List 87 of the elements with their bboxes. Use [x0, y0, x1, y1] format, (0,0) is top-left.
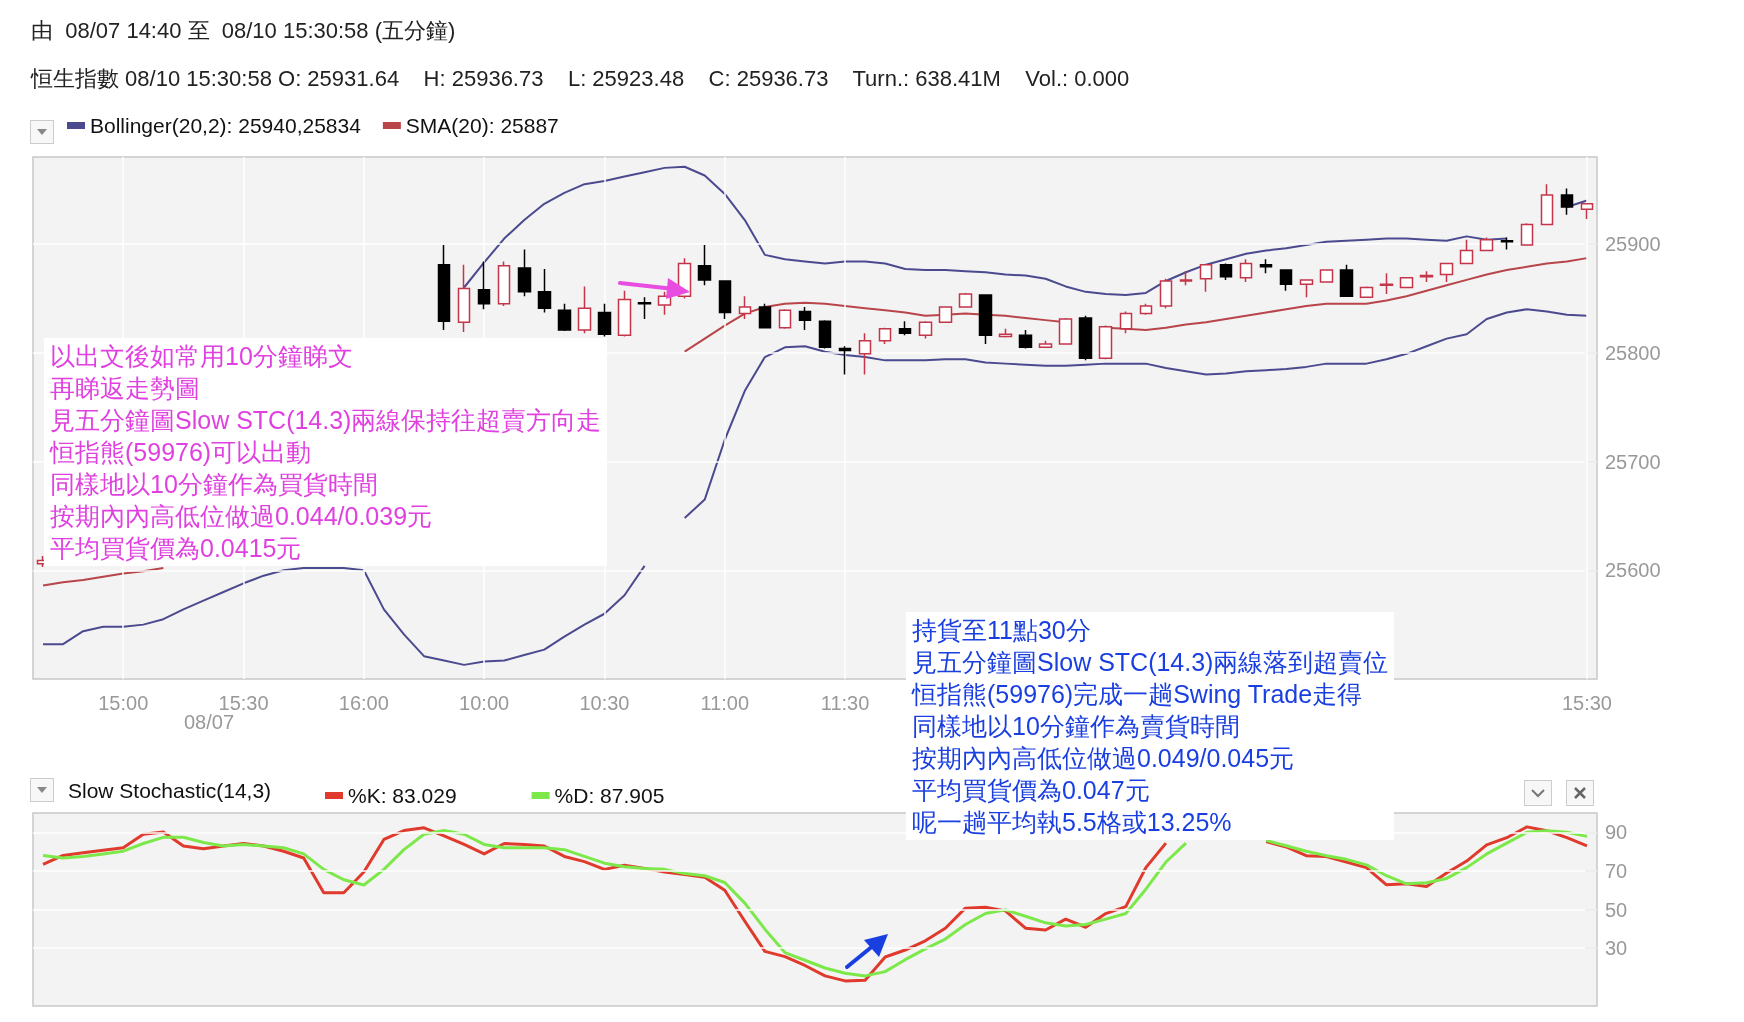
x-tick-label: 16:00: [338, 692, 389, 714]
candlestick: [778, 308, 792, 330]
annotation: 平均買貨價為0.0415元: [50, 533, 303, 564]
annotation: 以出文後如常用10分鐘睇文: [50, 341, 354, 372]
y-tick-label: 70: [1605, 859, 1628, 882]
candlestick: [898, 320, 912, 337]
y-tick-label: 25600: [1605, 559, 1661, 582]
annotation: 呢一趟平均執5.5格或13.25%: [912, 807, 1233, 838]
annotation: 恒指熊(59976)完成一趟Swing Trade走得: [912, 679, 1364, 710]
text: 按期內內高低位做過0.049/0.045元: [912, 743, 1296, 774]
annotation: 同樣地以10分鐘作為買貨時間: [50, 469, 379, 500]
x-tick-label: 15:30: [1561, 692, 1613, 714]
candlestick: [1219, 262, 1233, 281]
chart-subtitle: 恒生指數 08/10 15:30:58 O: 25931.64 H: 25936.73 L: 25923.48 C: 25936.73 Turn.: 638.41M Vol.: 0.000: [30, 65, 1130, 91]
candlestick: [517, 248, 532, 297]
candlestick: [1339, 263, 1354, 297]
candlestick: [838, 345, 852, 376]
legend-label: SMA(20): 25887: [405, 114, 559, 137]
candlestick: [617, 290, 632, 338]
candlestick: [1399, 276, 1414, 289]
candlestick: [637, 296, 652, 320]
chart-title: 由 08/07 14:40 至 08/10 15:30:58 (五分鐘): [31, 17, 456, 43]
y-tick-label: 25900: [1605, 233, 1661, 255]
candlestick: [958, 292, 973, 308]
candlestick: [657, 291, 672, 316]
legend-label: %D: 87.905: [554, 784, 665, 807]
candlestick: [1199, 263, 1213, 293]
candlestick: [798, 306, 812, 331]
candlestick: [978, 294, 993, 345]
candlestick: [738, 295, 752, 320]
x-tick-label: 10:00: [459, 692, 510, 714]
annotation: 恒指熊(59976)可以出動: [50, 437, 313, 468]
text: 同樣地以10分鐘作為賣貨時間: [912, 711, 1241, 742]
candlestick: [577, 285, 592, 334]
y-tick-label: 90: [1605, 821, 1628, 844]
annotation: 見五分鐘圖Slow STC(14.3)兩線保持往超賣方向走: [50, 405, 602, 436]
candlestick: [1038, 340, 1053, 349]
candlestick: [1540, 183, 1554, 226]
candlestick: [1139, 303, 1153, 316]
annotation: 按期內內高低位做過0.044/0.039元: [50, 501, 434, 532]
candlestick: [1279, 269, 1293, 292]
candlestick: [497, 260, 511, 307]
candlestick: [477, 260, 491, 310]
annotation: 持貨至11點30分: [912, 615, 1092, 646]
candlestick: [1179, 270, 1193, 287]
candlestick: [1439, 262, 1454, 283]
candlestick: [1119, 310, 1133, 334]
candlestick: [1500, 236, 1514, 251]
candlestick: [1379, 272, 1394, 295]
y-tick-label: 25800: [1605, 341, 1661, 364]
x-tick-label: 10:30: [579, 692, 630, 714]
legend-label: %K: 83.029: [348, 784, 457, 807]
candlestick: [537, 268, 552, 314]
candlestick: [597, 303, 612, 338]
candlestick: [557, 303, 572, 332]
candlestick: [1239, 258, 1253, 283]
x-tick-label: 11:00: [700, 692, 750, 714]
candlestick: [818, 319, 832, 350]
candlestick: [1560, 187, 1574, 216]
candlestick: [1299, 279, 1314, 299]
candlestick: [1259, 258, 1273, 275]
candlestick: [697, 244, 712, 287]
x-tick-label: 15:00: [98, 692, 149, 714]
candlestick: [878, 326, 892, 345]
candlestick: [718, 280, 732, 320]
candlestick: [918, 320, 933, 340]
text: 平均買貨價為0.047元: [912, 775, 1151, 806]
candlestick: [1078, 315, 1093, 362]
legend-title: Slow Stochastic(14,3): [68, 779, 272, 802]
candlestick: [437, 244, 451, 331]
annotation: 再睇返走勢圖: [50, 373, 201, 404]
text: 08/07: [184, 711, 235, 733]
candlestick: [1159, 278, 1173, 309]
y-tick-label: 25700: [1605, 450, 1661, 473]
candlestick: [758, 303, 772, 329]
candlestick: [1018, 329, 1033, 350]
legend-label: Bollinger(20,2): 25940,25834: [90, 114, 362, 137]
candlestick: [1058, 317, 1073, 345]
x-tick-label: 11:30: [820, 692, 870, 714]
candlestick: [457, 263, 471, 333]
annotation: 見五分鐘圖Slow STC(14.3)兩線落到超賣位: [912, 647, 1389, 678]
x-tick-label: 15:30: [218, 692, 269, 714]
candlestick: [1319, 269, 1334, 283]
candlestick: [1359, 285, 1374, 299]
candlestick: [938, 306, 953, 324]
y-tick-label: 50: [1605, 898, 1628, 921]
y-tick-label: 30: [1605, 937, 1628, 960]
